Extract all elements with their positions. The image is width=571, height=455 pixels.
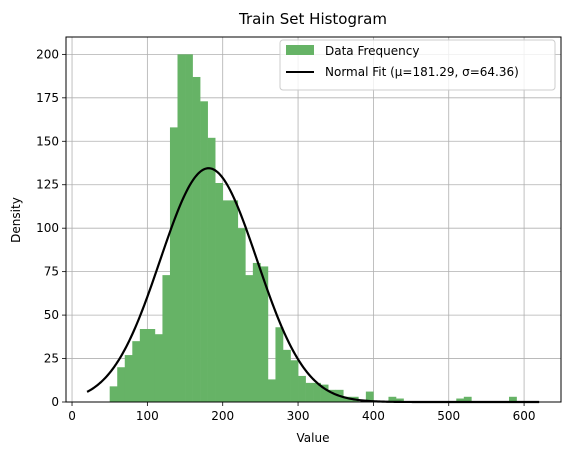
histogram-bar: [343, 396, 352, 402]
histogram-bar: [230, 200, 239, 402]
x-tick-label: 400: [362, 409, 385, 423]
histogram-bar: [365, 391, 374, 402]
y-tick-label: 100: [36, 221, 59, 235]
y-tick-label: 200: [36, 47, 59, 61]
y-tick-label: 75: [44, 265, 59, 279]
plot-frame: [65, 36, 562, 403]
histogram-bar: [245, 275, 254, 402]
histogram-bar: [154, 334, 163, 402]
legend-box: [279, 39, 556, 91]
histogram-bar: [298, 375, 306, 402]
legend-swatch-bars: [286, 45, 314, 55]
x-tick-label: 500: [437, 409, 460, 423]
histogram-bars: [109, 54, 517, 403]
y-axis-label: Density: [9, 197, 23, 243]
y-tick-label: 0: [51, 395, 59, 409]
histogram-bar: [267, 379, 276, 402]
chart-title: Train Set Histogram: [238, 10, 387, 28]
y-tick-label: 25: [44, 352, 59, 366]
histogram-bar: [177, 54, 186, 402]
histogram-bar: [388, 396, 397, 402]
y-tick-label: 175: [36, 91, 59, 105]
histogram-bar: [275, 327, 284, 402]
x-axis-label: Value: [297, 431, 330, 445]
x-tick-label: 0: [68, 409, 76, 423]
x-tick-label: 100: [136, 409, 159, 423]
histogram-bar: [328, 389, 337, 402]
histogram-bar: [396, 398, 404, 402]
legend: Data Frequency Normal Fit (μ=181.29, σ=6…: [279, 39, 556, 91]
x-axis-ticks: 0 100 200 300 400 500 600: [68, 402, 536, 423]
histogram-bar: [305, 382, 314, 402]
histogram-bar: [169, 127, 178, 402]
histogram-bar: [109, 386, 118, 402]
histogram-bar: [260, 266, 269, 402]
histogram-bar: [147, 329, 156, 402]
x-tick-label: 600: [513, 409, 536, 423]
grid-lines: [66, 37, 561, 403]
legend-label-bars: Data Frequency: [325, 44, 419, 58]
x-tick-label: 200: [211, 409, 234, 423]
histogram-bar: [215, 183, 224, 402]
y-axis-ticks: 0 25 50 75 100 125 150 175 200: [36, 47, 66, 409]
histogram-bar: [320, 384, 329, 402]
histogram-bar: [200, 101, 208, 403]
histogram-bar: [124, 355, 133, 402]
histogram-bar: [162, 275, 171, 402]
histogram-bar: [313, 382, 321, 402]
histogram-bar: [207, 137, 216, 403]
histogram-bar: [252, 262, 261, 402]
y-tick-label: 125: [36, 178, 59, 192]
histogram-bar: [237, 228, 246, 402]
histogram-bar: [509, 396, 517, 402]
y-tick-label: 150: [36, 134, 59, 148]
x-tick-label: 300: [287, 409, 310, 423]
histogram-bar: [290, 360, 299, 402]
histogram-bar: [463, 396, 472, 402]
y-tick-label: 50: [44, 308, 59, 322]
histogram-bar: [222, 200, 231, 402]
histogram-bar: [117, 367, 126, 402]
histogram-bar: [185, 54, 193, 402]
histogram-bar: [139, 329, 148, 402]
histogram-bar: [282, 349, 291, 402]
histogram-bar: [456, 398, 465, 402]
histogram-bar: [192, 76, 201, 402]
legend-label-line: Normal Fit (μ=181.29, σ=64.36): [325, 65, 519, 79]
histogram-bar: [132, 341, 141, 402]
